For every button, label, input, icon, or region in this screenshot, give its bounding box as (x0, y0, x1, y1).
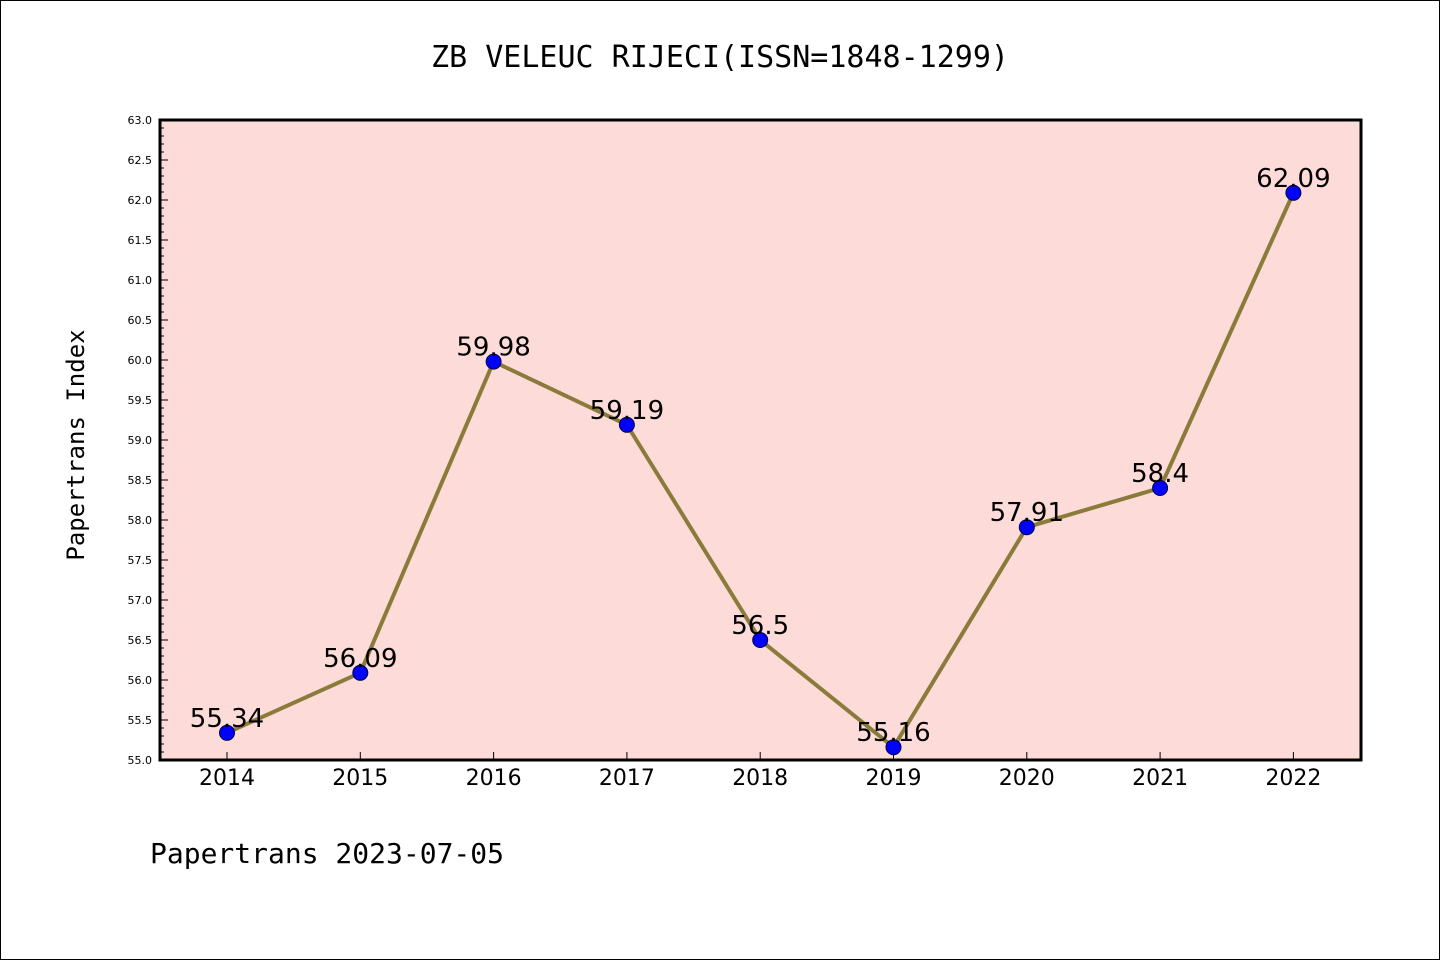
y-tick-label: 56.5 (128, 634, 153, 647)
data-point-marker (1285, 184, 1302, 201)
y-tick-label: 62.5 (128, 154, 153, 167)
data-point-marker (618, 416, 635, 433)
x-tick-label: 2020 (999, 766, 1055, 791)
chart-title: ZB VELEUC RIJECI(ISSN=1848-1299) (431, 40, 1009, 75)
data-point-marker (219, 724, 235, 741)
x-tick-label: 2014 (199, 766, 255, 791)
y-axis-label: Papertrans Index (62, 329, 90, 560)
data-point-marker (1152, 480, 1169, 496)
data-value-label: 55.34 (190, 704, 264, 734)
y-tick-label: 58.0 (128, 514, 153, 527)
y-axis: 55.0 55.5 56.0 56.5 57.0 57.5 58.0 58.5 59.0 59.5… (128, 114, 168, 767)
y-tick-label: 58.5 (128, 474, 153, 487)
plot-area (160, 120, 1361, 760)
x-tick-label: 2015 (332, 766, 388, 791)
data-value-label: 62.09 (1256, 164, 1330, 194)
x-tick-label: 2016 (466, 766, 522, 791)
data-value-label: 58.4 (1131, 459, 1189, 489)
x-tick-label: 2019 (866, 766, 922, 791)
plot-border (158, 118, 1363, 762)
footer-source-date: Papertrans 2023-07-05 (150, 837, 504, 870)
data-value-label: 57.91 (990, 498, 1064, 528)
data-value-label: 59.98 (456, 333, 530, 363)
data-value-label: 56.09 (323, 644, 397, 674)
data-value-label: 59.19 (590, 396, 664, 426)
x-tick-label: 2021 (1132, 766, 1188, 791)
x-tick-label: 2022 (1265, 766, 1321, 791)
y-tick-label: 61.0 (128, 274, 153, 287)
data-point-marker (352, 664, 369, 681)
y-tick-label: 57.5 (128, 554, 153, 567)
data-markers (219, 184, 1302, 756)
y-tick-label: 59.0 (128, 434, 153, 447)
y-tick-label: 55.5 (128, 714, 153, 727)
y-tick-label: 57.0 (128, 594, 153, 607)
y-tick-label: 61.5 (128, 234, 153, 247)
data-point-marker (885, 739, 902, 756)
y-tick-label: 63.0 (128, 114, 153, 127)
x-tick-label: 2017 (599, 766, 655, 791)
y-tick-label: 59.5 (128, 394, 153, 407)
data-point-marker (1018, 519, 1035, 536)
y-tick-label: 60.0 (128, 354, 153, 367)
data-labels: 55.34 56.09 59.98 59.19 56.5 55.16 57.91 58.4 62… (190, 164, 1331, 748)
data-point-marker (485, 353, 502, 370)
y-tick-label: 55.0 (128, 754, 153, 767)
data-value-label: 56.5 (731, 611, 789, 641)
data-point-marker (752, 632, 769, 648)
x-tick-label: 2018 (732, 766, 788, 791)
y-tick-label: 60.5 (128, 314, 153, 327)
data-value-label: 55.16 (856, 718, 930, 748)
y-tick-label: 62.0 (128, 194, 153, 207)
y-tick-label: 56.0 (128, 674, 153, 687)
